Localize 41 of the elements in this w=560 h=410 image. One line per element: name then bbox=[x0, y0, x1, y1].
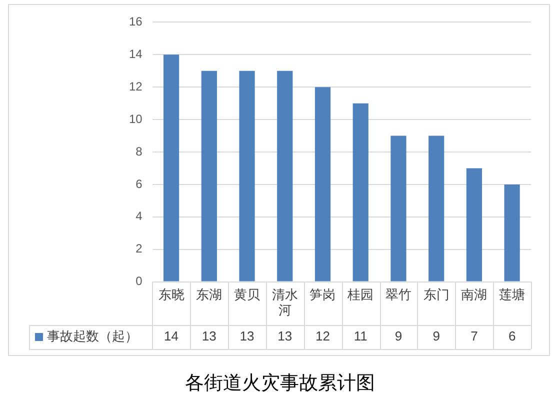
data-label: 13 bbox=[278, 328, 292, 344]
y-tick-label: 8 bbox=[136, 144, 143, 158]
x-tick-label: 东晓 bbox=[158, 288, 184, 303]
bar bbox=[163, 54, 180, 282]
data-label: 11 bbox=[354, 328, 368, 344]
bar bbox=[277, 70, 293, 282]
legend-label: 事故起数（起） bbox=[47, 329, 138, 344]
x-tick-label: 翠竹 bbox=[385, 288, 412, 303]
bar bbox=[428, 136, 444, 282]
bar bbox=[201, 70, 217, 282]
y-tick-label: 4 bbox=[136, 209, 143, 224]
text: 各街道火灾事故累计图 bbox=[184, 371, 376, 396]
y-tick-label: 10 bbox=[128, 112, 143, 126]
x-tick-label: 莲塘 bbox=[499, 288, 526, 303]
bar bbox=[504, 184, 520, 282]
data-label: 14 bbox=[164, 328, 179, 344]
data-label: 7 bbox=[470, 328, 478, 344]
y-tick-label: 12 bbox=[128, 79, 143, 94]
y-tick-label: 2 bbox=[136, 242, 143, 256]
x-tick-label: 笋岗 bbox=[310, 288, 336, 303]
bar bbox=[466, 168, 482, 282]
data-label: 13 bbox=[202, 328, 216, 344]
data-label: 6 bbox=[508, 328, 516, 344]
x-tick-label: 黄贝 bbox=[234, 288, 260, 303]
bar bbox=[390, 136, 406, 282]
bar bbox=[352, 103, 368, 282]
data-label: 9 bbox=[432, 328, 440, 344]
x-tick-label: 东湖 bbox=[196, 288, 222, 303]
x-tick-label: 东门 bbox=[423, 286, 450, 303]
data-label: 13 bbox=[240, 328, 254, 344]
x-tick-label: 桂园 bbox=[346, 288, 374, 303]
data-label: 9 bbox=[394, 328, 402, 344]
y-tick-label: 6 bbox=[136, 176, 143, 191]
data-label: 12 bbox=[316, 328, 330, 344]
bar bbox=[314, 87, 331, 282]
bar bbox=[239, 70, 255, 282]
x-tick-label: 清水河 bbox=[272, 288, 298, 319]
x-tick-label: 南湖 bbox=[461, 288, 488, 303]
y-tick-label: 14 bbox=[128, 46, 143, 61]
y-tick-label: 16 bbox=[128, 14, 143, 29]
y-tick-label: 0 bbox=[136, 274, 143, 288]
